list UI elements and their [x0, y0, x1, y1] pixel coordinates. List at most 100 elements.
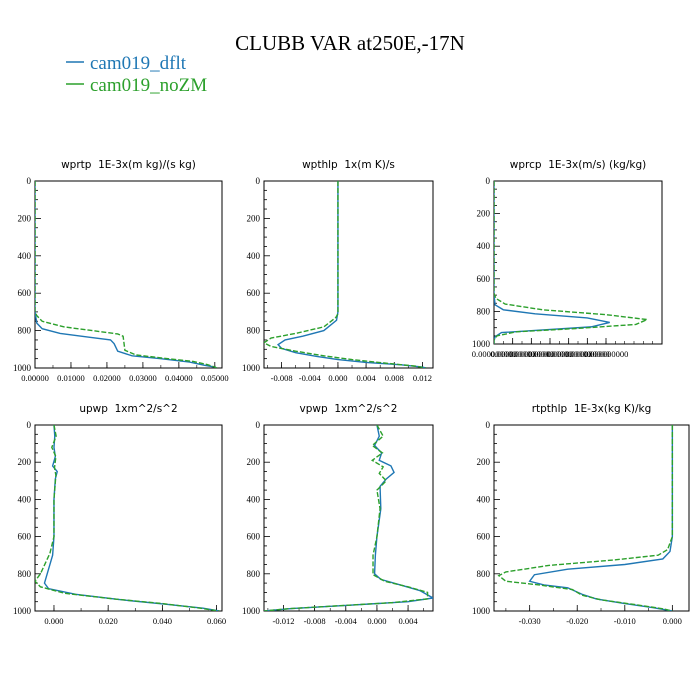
- x-tick-label: -0.030: [519, 616, 541, 626]
- y-tick-label: 0: [27, 420, 32, 430]
- panel-title: wpthlp 1x(m K)/s: [302, 159, 395, 171]
- figure-title: CLUBB VAR at250E,-17N: [235, 31, 465, 55]
- panel-4: upwp 1xm^2/s^2 0 200 400 600 800 1000 0.000 0.02…: [13, 403, 226, 626]
- y-tick-label: 1000: [472, 606, 491, 616]
- panel-title: wprtp 1E-3x(m kg)/(s kg): [61, 159, 196, 171]
- x-tick-label: -0.008: [271, 373, 293, 383]
- y-tick-label: 200: [247, 457, 261, 467]
- y-tick-label: 800: [18, 569, 32, 579]
- y-tick-label: 600: [477, 532, 491, 542]
- x-tick-label: 0.000: [367, 616, 386, 626]
- x-tick-label: 0.02000: [93, 373, 121, 383]
- series-line-nozm: [264, 181, 427, 368]
- plot-frame: [34, 424, 223, 612]
- y-tick-label: 200: [18, 213, 32, 223]
- x-tick-label: 0.000: [663, 616, 682, 626]
- panel-title: wprcp 1E-3x(m/s) (kg/kg): [510, 159, 646, 171]
- y-tick-label: 1000: [13, 606, 32, 616]
- y-tick-label: 0: [486, 420, 491, 430]
- y-tick-label: 200: [247, 213, 261, 223]
- y-tick-label: 0: [256, 420, 261, 430]
- y-tick-label: 800: [247, 326, 261, 336]
- x-tick-label: 0.004: [357, 373, 377, 383]
- x-tick-label: 0.004: [399, 616, 419, 626]
- panel-5: vpwp 1xm^2/s^2 0 200 400 600 800 1000 -0.012 -0.…: [242, 403, 434, 626]
- panel-3: wprcp 1E-3x(m/s) (kg/kg) 0 200 400 600 800 100…: [472, 159, 663, 359]
- x-tick-label: -0.012: [272, 616, 294, 626]
- x-tick-label: 0.000000000: [528, 349, 573, 359]
- x-tick-label: 0.060: [207, 616, 226, 626]
- x-tick-label: 0.05000: [201, 373, 229, 383]
- series-line-dflt: [277, 181, 427, 368]
- y-tick-label: 1000: [242, 363, 261, 373]
- y-tick-label: 1000: [242, 606, 261, 616]
- y-tick-label: 400: [18, 494, 32, 504]
- panel-title: upwp 1xm^2/s^2: [79, 403, 177, 415]
- legend-label-nozm: cam019_noZM: [90, 75, 207, 96]
- series-line-dflt: [43, 425, 220, 611]
- x-tick-label: 0.008: [385, 373, 404, 383]
- y-tick-label: 200: [477, 209, 491, 219]
- series-line-nozm: [494, 181, 650, 344]
- x-tick-label: 0.000: [44, 616, 63, 626]
- x-tick-label: -0.010: [614, 616, 636, 626]
- y-tick-label: 600: [247, 288, 261, 298]
- x-tick-label: -0.004: [335, 616, 358, 626]
- x-tick-label: 0.00000: [21, 373, 49, 383]
- panel-1: wprtp 1E-3x(m kg)/(s kg) 0 200 400 600 800 100…: [13, 159, 229, 383]
- legend-label-dflt: cam019_dflt: [90, 53, 187, 74]
- panel-6: rtpthlp 1E-3x(kg K)/kg 0 200 400 600 800 1000 -…: [472, 403, 690, 626]
- plot-frame: [263, 180, 434, 369]
- panels: wprtp 1E-3x(m kg)/(s kg) 0 200 400 600 800 100…: [13, 159, 690, 626]
- panel-title: rtpthlp 1E-3x(kg K)/kg: [532, 403, 652, 415]
- series-line-dflt: [528, 425, 674, 611]
- x-tick-label: 0.03000: [129, 373, 157, 383]
- series-line-nozm: [35, 181, 217, 368]
- x-tick-label: 0.04000: [165, 373, 193, 383]
- y-tick-label: 0: [486, 176, 491, 186]
- x-tick-label: 0.020: [99, 616, 118, 626]
- y-tick-label: 600: [18, 288, 32, 298]
- x-tick-label: 0.000000000: [584, 349, 629, 359]
- series-line-dflt: [494, 181, 610, 344]
- x-tick-label: 0.000000000: [490, 349, 535, 359]
- x-tick-label: 0.040: [153, 616, 172, 626]
- series-line-nozm: [264, 425, 429, 611]
- y-tick-label: 200: [477, 457, 491, 467]
- panel-title: vpwp 1xm^2/s^2: [300, 403, 398, 415]
- x-tick-label: 0.01000: [57, 373, 85, 383]
- y-tick-label: 1000: [13, 363, 32, 373]
- series-line-nozm: [35, 425, 220, 611]
- y-tick-label: 200: [18, 457, 32, 467]
- y-tick-label: 400: [247, 251, 261, 261]
- y-tick-label: 600: [247, 532, 261, 542]
- plot-frame: [493, 180, 663, 345]
- y-tick-label: 0: [27, 176, 32, 186]
- x-tick-label: 0.012: [413, 373, 432, 383]
- series-line-nozm: [497, 425, 674, 611]
- x-tick-label: -0.008: [304, 616, 326, 626]
- plot-frame: [263, 424, 434, 612]
- y-tick-label: 0: [256, 176, 261, 186]
- plot-frame: [34, 180, 223, 369]
- x-tick-label: 0.000000000: [472, 349, 517, 359]
- x-tick-label: 0.000: [328, 373, 347, 383]
- y-tick-label: 800: [18, 326, 32, 336]
- y-tick-label: 1000: [472, 339, 491, 349]
- series-line-dflt: [264, 425, 433, 611]
- y-tick-label: 600: [477, 274, 491, 284]
- x-tick-label: 0.000000000: [565, 349, 610, 359]
- legend: cam019_dflt cam019_noZM: [66, 53, 207, 96]
- y-tick-label: 400: [247, 494, 261, 504]
- panel-2: wpthlp 1x(m K)/s 0 200 400 600 800 1000 -0.008-…: [242, 159, 434, 383]
- y-tick-label: 800: [477, 306, 491, 316]
- x-tick-label: -0.020: [566, 616, 588, 626]
- y-tick-label: 800: [477, 569, 491, 579]
- y-tick-label: 400: [477, 241, 491, 251]
- y-tick-label: 800: [247, 569, 261, 579]
- x-tick-label: 0.000000000: [546, 349, 591, 359]
- y-tick-label: 400: [18, 251, 32, 261]
- x-tick-label: -0.004: [299, 373, 322, 383]
- x-tick-label: 0.000000000: [509, 349, 554, 359]
